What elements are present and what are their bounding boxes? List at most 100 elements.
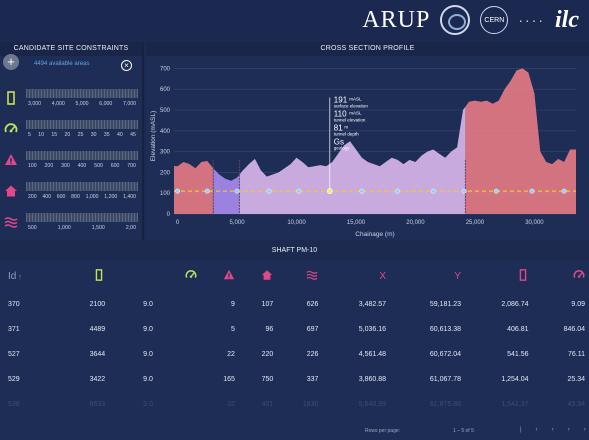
y-tick-label: 100: [160, 191, 171, 197]
prev-page-button[interactable]: ‹: [551, 427, 568, 433]
column-header-id[interactable]: Id ↑: [0, 260, 64, 292]
last-page-button[interactable]: ›|: [584, 427, 589, 433]
table-cell: 3,482.57: [358, 301, 386, 308]
constraint-range-slider[interactable]: [26, 120, 138, 129]
column-header-y[interactable]: Y: [390, 260, 465, 292]
constraint-row-wave: 500 1,000 1,500 2,00: [0, 209, 142, 241]
column-header-warning-triangle[interactable]: [201, 260, 239, 292]
x-tick-label: 15,000: [347, 220, 366, 226]
shaft-marker[interactable]: [493, 188, 499, 194]
constraint-tick-label: 400: [42, 194, 52, 200]
constraint-tick-label: 500: [28, 225, 37, 231]
table-cell: 43.94: [567, 401, 585, 408]
shaft-marker[interactable]: [561, 188, 567, 194]
y-axis-label: Elevation (mASL): [150, 111, 157, 162]
constraints-title: CANDIDATE SITE CONSTRAINTS: [0, 42, 142, 56]
table-cell: 226: [306, 351, 319, 358]
column-header-gauge[interactable]: [109, 260, 200, 292]
annotation-value: 110: [334, 110, 347, 119]
wave-icon: [4, 217, 18, 228]
constraint-tick-label: 100: [28, 163, 37, 169]
sort-ascending-icon[interactable]: ↑: [16, 273, 22, 281]
table-row[interactable]: 529 3422 9.0 165 750 337 3,860.88 61,067.78 1,25…: [0, 367, 589, 392]
column-header-wave[interactable]: [277, 260, 322, 292]
table-cell: 401: [261, 401, 274, 408]
shaft-marker[interactable]: [395, 188, 401, 194]
constraint-tick-label: 6,000: [99, 101, 113, 107]
table-body: 370 2100 9.0 9 107 626 3,482.57 59,181.23 2,086.…: [0, 292, 589, 417]
constraint-range-slider[interactable]: [26, 213, 138, 222]
shaft-marker[interactable]: [296, 188, 302, 194]
table-row[interactable]: 371 4489 9.0 5 96 697 5,036.16 60,613.38 406.81 8…: [0, 317, 589, 342]
table-cell: 846.04: [563, 326, 585, 333]
first-page-button[interactable]: |‹: [520, 427, 552, 433]
constraint-range-slider[interactable]: [26, 182, 138, 191]
constraint-tick-label: 15: [51, 132, 58, 138]
logo-group: ARUP CERN ···· ilc: [362, 4, 579, 36]
table-cell: 22: [227, 351, 235, 358]
table-row[interactable]: 370 2100 9.0 9 107 626 3,482.57 59,181.23 2,086.…: [0, 292, 589, 317]
shaft-marker[interactable]: [175, 188, 181, 194]
constraint-scale: 3,000 4,000 5,000 6,000 7,000: [26, 101, 138, 109]
table-cell: 4489: [89, 326, 106, 333]
next-page-button[interactable]: ›: [567, 427, 584, 433]
constraint-range-slider[interactable]: [26, 89, 138, 98]
annotation-unit: mASL: [349, 97, 362, 102]
constraint-tick-label: 2,00: [125, 225, 136, 231]
cern-logo: CERN: [480, 6, 509, 34]
annotation-label: tunnel elevation: [334, 118, 366, 123]
shaft-marker[interactable]: [430, 188, 436, 194]
shaft-marker[interactable]: [204, 188, 210, 194]
x-axis-label: Chainage (m): [355, 231, 394, 238]
constraint-tick-label: 20: [64, 132, 71, 138]
constraint-tick-label: 35: [103, 132, 110, 138]
constraint-range-slider[interactable]: [26, 151, 138, 160]
warning-triangle-icon: [223, 269, 235, 279]
table-cell: 541.56: [507, 351, 529, 358]
x-tick-label: 30,000: [525, 220, 544, 226]
table-cell: 9: [231, 301, 235, 308]
close-icon[interactable]: ×: [121, 60, 132, 71]
page-nav: |‹‹››|: [520, 427, 589, 433]
table-cell: 4,561.48: [358, 351, 386, 358]
shaft-marker[interactable]: [461, 188, 467, 194]
table-cell: 9.0: [143, 301, 153, 308]
constraint-icon: [4, 153, 18, 167]
annotation-label: surface elevation: [334, 104, 369, 109]
table-row[interactable]: 538 6633 9.0 32 401 1830 5,640.99 61,875.88 1,54…: [0, 392, 589, 417]
x-tick-label: 0: [176, 220, 180, 226]
cursor-marker[interactable]: [326, 188, 333, 195]
column-header-house[interactable]: [239, 260, 277, 292]
table-cell: 107: [261, 301, 274, 308]
table-cell: 3422: [89, 376, 106, 383]
constraint-tick-label: 25: [77, 132, 84, 138]
table-cell: 61,875.88: [429, 401, 462, 408]
constraint-icon: [4, 91, 18, 105]
swirl-logo-icon: [440, 5, 471, 35]
table-row[interactable]: 527 3644 9.0 22 220 226 4,561.48 60,672.04 541.5…: [0, 342, 589, 367]
column-header-stripe[interactable]: [64, 260, 109, 292]
table-cell: 2100: [89, 301, 106, 308]
column-header-gauge[interactable]: [533, 260, 589, 292]
add-constraint-button[interactable]: +: [3, 54, 19, 70]
constraint-tick-label: 1,400: [123, 194, 136, 200]
column-header-label: X: [379, 270, 386, 282]
shaft-table: Id ↑ X Y 370 2100 9.0 9 107 626 3,482.57 59,181.2…: [0, 260, 589, 417]
table-cell: 406.81: [507, 326, 529, 333]
table-cell: 3644: [89, 351, 106, 358]
shaft-marker[interactable]: [234, 188, 240, 194]
table-cell: 5,036.16: [358, 326, 386, 333]
x-tick-label: 5,000: [230, 220, 246, 226]
constraint-scale: 100 200 300 400 500 600 700: [26, 163, 138, 171]
shaft-marker[interactable]: [266, 188, 272, 194]
shaft-marker[interactable]: [529, 188, 535, 194]
column-header-stripe[interactable]: [465, 260, 533, 292]
column-header-x[interactable]: X: [322, 260, 390, 292]
shaft-marker[interactable]: [359, 188, 365, 194]
table-cell: 9.09: [571, 301, 585, 308]
table-cell: 6633: [89, 401, 106, 408]
table-cell: 370: [8, 301, 20, 308]
table-cell: 9.0: [143, 376, 153, 383]
annotation-value: 81: [334, 124, 343, 133]
